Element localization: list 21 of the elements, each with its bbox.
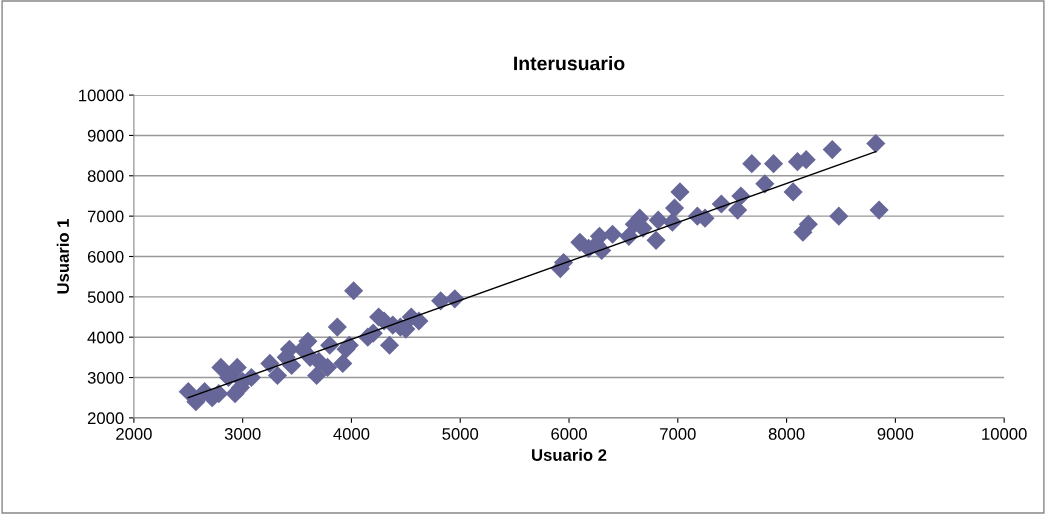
x-tick-label: 8000 — [768, 428, 805, 440]
y-tick-label: 9000 — [87, 129, 124, 142]
y-tick-label: 10000 — [79, 89, 124, 102]
x-tick-label: 6000 — [551, 428, 587, 440]
y-tick-label: 6000 — [87, 250, 124, 263]
y-tick-label: 7000 — [87, 210, 124, 223]
x-tick-label: 10000 — [982, 428, 1027, 440]
x-tick-label: 5000 — [442, 428, 479, 440]
y-tick-label: 3000 — [87, 371, 124, 384]
x-tick-label: 2000 — [116, 428, 152, 440]
x-tick-label: 4000 — [333, 428, 370, 440]
x-tick-label: 9000 — [877, 428, 914, 440]
y-tick-label: 5000 — [87, 291, 124, 304]
x-axis-title: Usuario 2 — [532, 448, 607, 461]
y-tick-label: 2000 — [87, 412, 124, 425]
chart-title: Interusuario — [514, 56, 625, 71]
y-tick-label: 8000 — [87, 170, 124, 182]
x-tick-label: 7000 — [660, 428, 696, 440]
x-tick-label: 3000 — [224, 428, 261, 440]
y-axis-title: Usuario 1 — [56, 218, 69, 294]
y-tick-label: 4000 — [87, 331, 124, 344]
